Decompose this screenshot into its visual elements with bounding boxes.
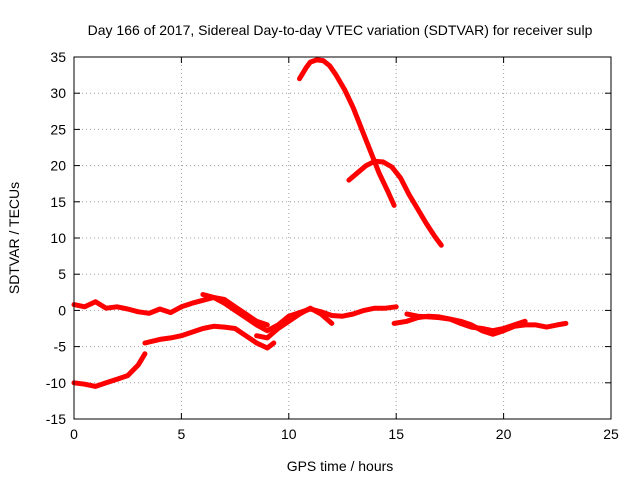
y-tick-label: 10 [50,230,66,246]
axis-ticks: 0 5 10 15 20 25 -15 -10 -5 0 5 10 15 20 25 30 35 [46,49,619,442]
y-tick-label: -15 [46,411,66,427]
x-axis-label: GPS time / hours [287,458,394,474]
y-tick-label: 5 [58,266,66,282]
series-line-arc-5 [254,305,335,341]
x-tick-label: 20 [496,426,512,442]
y-tick-label: 35 [50,49,66,65]
chart-title: Day 166 of 2017, Sidereal Day-to-day VTE… [88,22,593,38]
y-axis-label: SDTVAR / TECUs [6,182,22,294]
x-tick-label: 10 [281,426,297,442]
series-line-arc-1 [71,294,270,328]
series-line-arc-7 [404,311,528,334]
y-tick-label: 15 [50,194,66,210]
series-line-arc-8 [297,57,397,208]
y-tick-label: -5 [54,339,67,355]
x-tick-label: 5 [178,426,186,442]
series-line-arc-9 [346,158,444,248]
x-tick-label: 25 [603,426,619,442]
plot-frame [73,56,612,420]
data-series [71,57,569,389]
x-tick-label: 15 [388,426,404,442]
y-tick-label: 20 [50,158,66,174]
y-tick-label: 30 [50,85,66,101]
series-line-arc-3 [71,351,148,389]
y-tick-label: 25 [50,121,66,137]
x-tick-label: 0 [70,426,78,442]
y-tick-label: 0 [58,302,66,318]
y-tick-label: -10 [46,375,66,391]
series-line-arc-2 [142,323,277,351]
